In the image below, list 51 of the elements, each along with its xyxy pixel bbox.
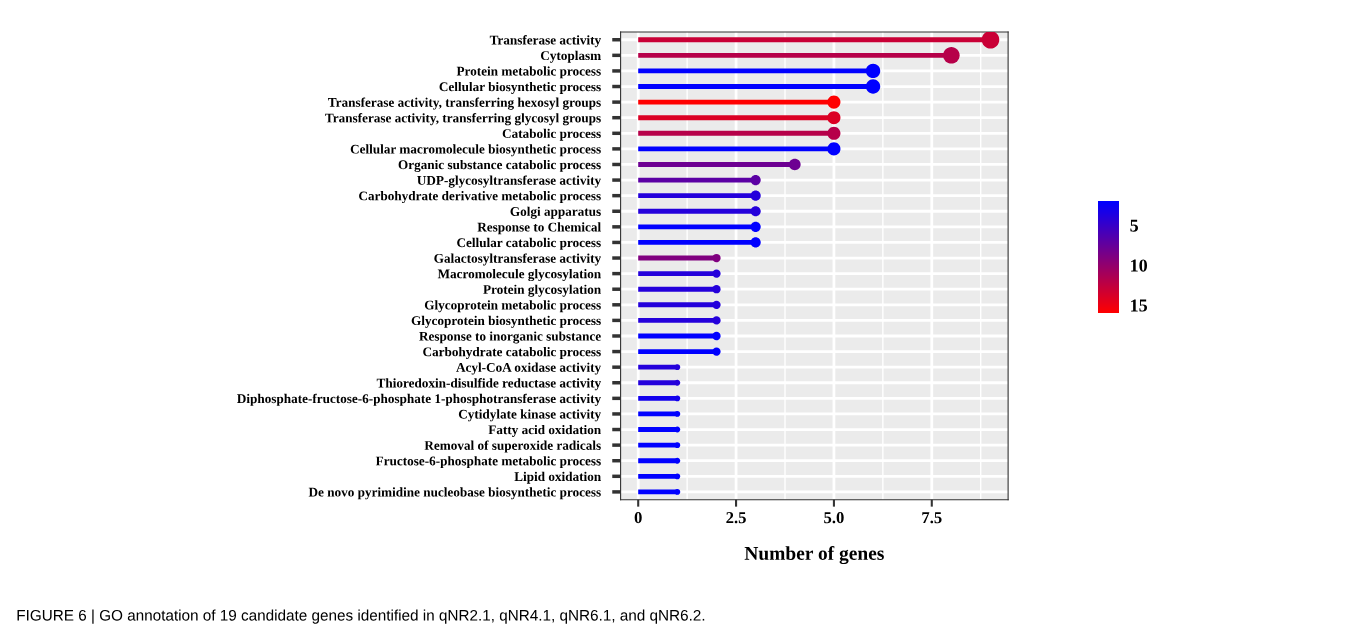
y-tick-label: Cytoplasm — [540, 50, 601, 63]
x-tick-label: 7.5 — [922, 512, 942, 524]
x-tick-label: 2.5 — [726, 512, 746, 524]
caption: FIGURE 6 | GO annotation of 19 candidate genes identified in qNR2.1, qNR4.1, qNR6.1, and qNR6.2. — [17, 609, 705, 624]
y-tick-label: Thioredoxin-disulfide reductase activity — [376, 378, 602, 391]
y-tick-label: Catabolic process — [502, 128, 601, 141]
y-tick-label: Cytidylate kinase activity — [458, 409, 602, 422]
x-tick-label: 5.0 — [824, 511, 844, 524]
y-tick-label: Transferase activity — [489, 35, 602, 48]
x-axis-title: Number of genes — [744, 546, 884, 565]
y-tick-label: UDP-glycosyltransferase activity — [417, 175, 602, 188]
y-tick-label: Cellular macromolecule biosynthetic process — [350, 144, 601, 157]
point — [712, 316, 721, 325]
y-tick-label: Diphosphate-fructose-6-phosphate 1-phosphotransferase activity — [237, 393, 602, 406]
point — [750, 190, 761, 201]
y-tick-label: Fatty acid oxidation — [488, 424, 601, 437]
y-tick-label: Galactosyltransferase activity — [434, 253, 602, 266]
color-bar-label: 10 — [1131, 259, 1148, 272]
y-tick-label: Transferase activity, transferring hexosyl groups — [328, 97, 601, 110]
y-tick-label: De novo pyrimidine nucleobase biosynthetic process — [308, 487, 601, 500]
y-tick-label: Removal of superoxide radicals — [424, 440, 601, 453]
x-tick-label: 0 — [634, 511, 642, 524]
y-tick-label: Response to Chemical — [477, 222, 601, 235]
point — [712, 285, 721, 294]
y-tick-label: Golgi apparatus — [510, 206, 601, 219]
point — [750, 175, 761, 186]
point — [712, 253, 721, 263]
y-tick-label: Acyl-CoA oxidase activity — [456, 362, 602, 375]
y-tick-label: Transferase activity, transferring glycosyl groups — [325, 113, 601, 126]
point — [712, 300, 721, 309]
point — [750, 237, 761, 248]
color-bar-label: 15 — [1131, 299, 1148, 312]
y-tick-label: Carbohydrate derivative metabolic process — [359, 191, 601, 204]
y-tick-label: Lipid oxidation — [514, 471, 601, 484]
point — [712, 331, 721, 341]
color-bar-label: 5 — [1130, 219, 1139, 232]
y-tick-label: Response to inorganic substance — [419, 331, 601, 344]
y-tick-label: Cellular biosynthetic process — [439, 81, 601, 94]
point — [750, 221, 761, 232]
y-tick-label: Glycoprotein biosynthetic process — [411, 315, 601, 328]
y-tick-label: Glycoprotein metabolic process — [424, 300, 601, 313]
y-tick-label: Organic substance catabolic process — [398, 159, 601, 172]
y-tick-label: Protein glycosylation — [483, 284, 601, 297]
point — [712, 347, 721, 356]
point — [750, 206, 761, 217]
y-tick-label: Carbohydrate catabolic process — [423, 347, 601, 359]
y-tick-label: Macromolecule glycosylation — [437, 269, 601, 282]
y-tick-label: Protein metabolic process — [456, 66, 601, 79]
point — [712, 269, 721, 278]
y-tick-label: Cellular catabolic process — [457, 237, 601, 250]
y-tick-label: Fructose-6-phosphate metabolic process — [375, 456, 601, 469]
